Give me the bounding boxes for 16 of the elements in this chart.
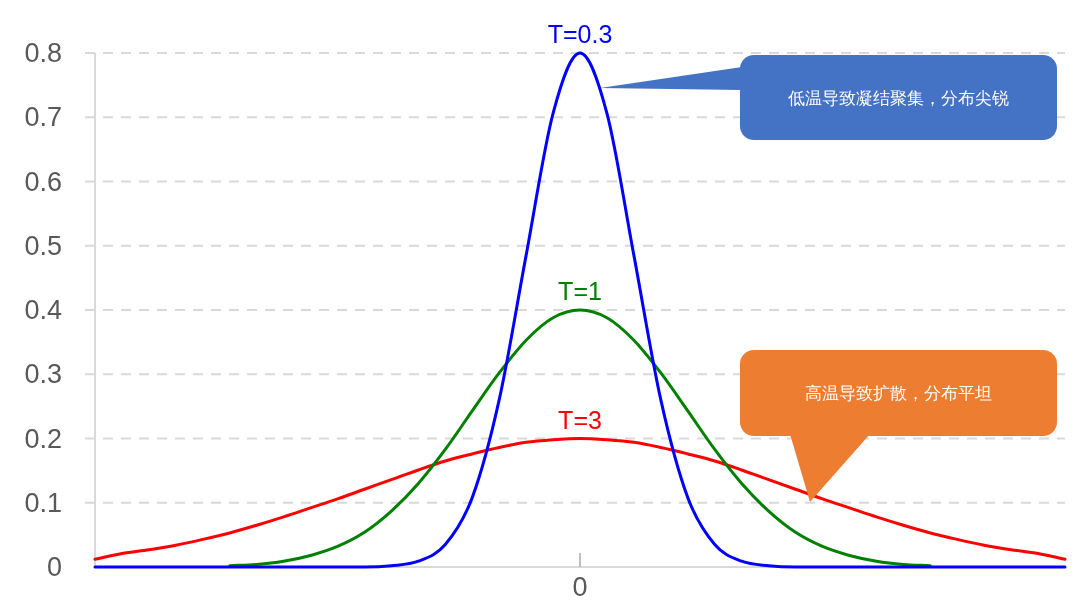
- annotation: 高温导致扩散，分布平坦: [805, 384, 992, 403]
- series-label: T=3: [558, 405, 602, 434]
- y-tick-label: 0.3: [24, 359, 62, 390]
- y-tick-label: 0.8: [24, 38, 62, 68]
- series-label: T=1: [558, 277, 602, 305]
- y-tick-label: 0.7: [24, 102, 62, 133]
- y-tick-label: 0.5: [24, 230, 62, 261]
- series-label: T=0.3: [547, 20, 613, 48]
- line-series: [93, 51, 1067, 569]
- y-tick-label: 0.6: [24, 166, 62, 197]
- annotation: 低温导致凝结聚集，分布尖锐: [788, 88, 1009, 108]
- y-tick-label: 0: [46, 552, 62, 582]
- line-series: [93, 437, 1067, 561]
- y-tick-label: 0.1: [24, 487, 62, 518]
- y-tick-label: 0.4: [24, 295, 62, 325]
- y-tick-label: 0.2: [24, 423, 62, 454]
